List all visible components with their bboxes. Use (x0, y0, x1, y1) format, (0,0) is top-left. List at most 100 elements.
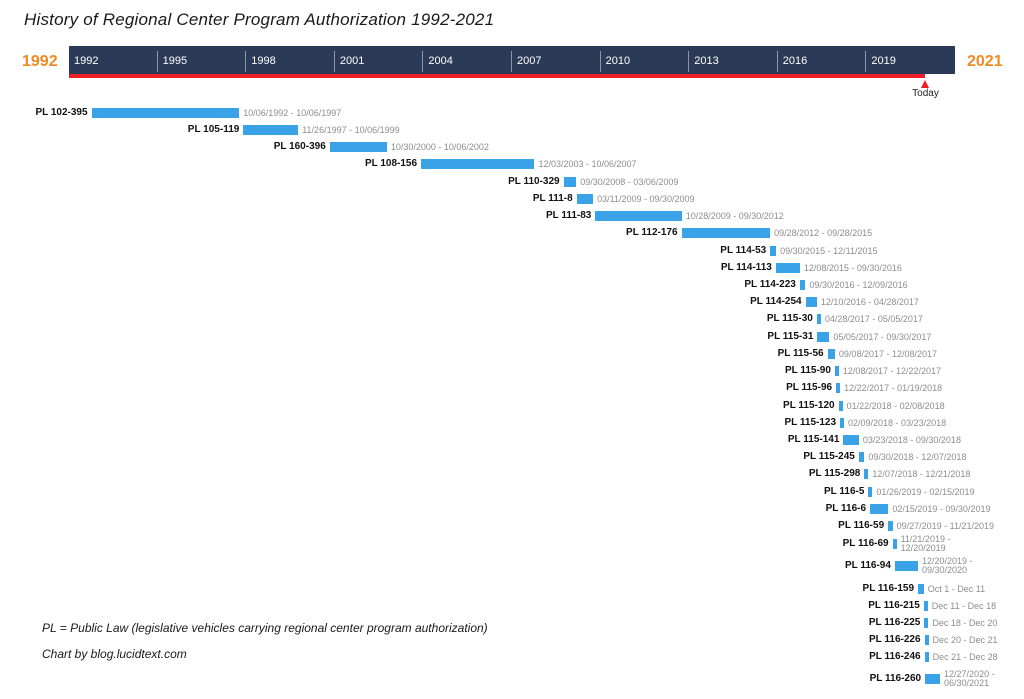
law-label: PL 102-395 (35, 107, 88, 118)
chart-title: History of Regional Center Program Autho… (24, 10, 495, 29)
date-range-label: 09/08/2017 - 12/08/2017 (838, 349, 938, 359)
law-label: PL 116-225 (868, 617, 921, 628)
date-range-label: 12/07/2018 - 12/21/2018 (872, 469, 971, 479)
authorization-bar (870, 504, 889, 514)
authorization-bar (799, 280, 806, 290)
date-range-label: 12/22/2017 - 01/19/2018 (844, 383, 943, 393)
authorization-bar (816, 314, 821, 324)
tick-divider (865, 51, 867, 72)
date-range-label: 12/27/2020 - 06/30/2021 (944, 669, 995, 688)
authorization-bar (925, 674, 941, 684)
tick-label-1995: 1995 (162, 55, 188, 67)
law-label: PL 116-5 (824, 486, 865, 497)
law-label: PL 115-90 (784, 365, 831, 376)
law-label: PL 115-56 (777, 348, 824, 359)
date-range-label: 01/22/2018 - 02/08/2018 (846, 401, 945, 411)
tick-label-2007: 2007 (517, 55, 542, 67)
authorization-bar (888, 521, 893, 531)
law-label: PL 116-246 (869, 651, 921, 662)
authorization-bar (836, 383, 841, 393)
tick-label-2013: 2013 (694, 55, 719, 67)
date-range-label: Oct 1 - Dec 11 (927, 584, 986, 594)
authorization-bar (924, 618, 929, 628)
authorization-bar (838, 401, 843, 411)
law-label: PL 115-31 (767, 331, 814, 342)
date-range-label: 12/08/2015 - 09/30/2016 (803, 263, 902, 273)
authorization-bar (421, 159, 535, 169)
date-range-label: 01/26/2019 - 02/15/2019 (876, 487, 975, 497)
axis-start-year: 1992 (22, 53, 58, 70)
date-range-label: 12/03/2003 - 10/06/2007 (538, 159, 637, 169)
date-range-label: 09/30/2015 - 12/11/2015 (780, 246, 878, 256)
date-range-label: 10/30/2000 - 10/06/2002 (390, 142, 489, 152)
date-range-label: 12/08/2017 - 12/22/2017 (842, 366, 942, 376)
date-range-label: 09/27/2019 - 11/21/2019 (896, 521, 994, 531)
tick-divider (511, 51, 512, 72)
footnote-public-law: PL = Public Law (legislative vehicles ca… (42, 621, 488, 635)
law-label: PL 110-329 (508, 176, 560, 187)
authorization-bar (817, 332, 830, 342)
authorization-bar (923, 601, 928, 611)
tick-divider (156, 51, 158, 72)
law-label: PL 108-156 (364, 158, 418, 169)
authorization-bar (894, 561, 918, 571)
law-label: PL 160-396 (273, 141, 326, 152)
date-range-label: Dec 21 - Dec 28 (932, 652, 998, 662)
authorization-bar (775, 263, 800, 273)
date-range-label: 10/06/1992 - 10/06/1997 (243, 108, 342, 118)
authorization-bar (924, 652, 929, 662)
law-label: PL 111-8 (532, 193, 573, 204)
date-range-label: 09/28/2012 - 09/28/2015 (774, 228, 873, 238)
authorization-bar (918, 584, 924, 594)
footnote-credit: Chart by blog.lucidtext.com (42, 647, 187, 661)
axis-end-year: 2021 (967, 53, 1003, 70)
authorization-bar (864, 469, 869, 479)
tick-divider (599, 51, 601, 72)
date-range-label: 12/10/2016 - 04/28/2017 (820, 297, 919, 307)
today-marker-icon (921, 80, 930, 88)
tick-label-2004: 2004 (428, 55, 453, 67)
tick-label-1998: 1998 (251, 55, 276, 67)
law-label: PL 115-245 (803, 451, 855, 462)
date-range-label: Dec 11 - Dec 18 (931, 601, 997, 611)
tick-label-2016: 2016 (782, 55, 808, 67)
authorization-bar (843, 435, 859, 445)
tick-label-2010: 2010 (605, 55, 631, 67)
date-range-label: 03/23/2018 - 09/30/2018 (862, 435, 961, 445)
law-label: PL 115-123 (784, 417, 837, 428)
authorization-bar (770, 246, 777, 256)
law-label: PL 114-254 (750, 296, 802, 307)
law-label: PL 114-53 (720, 245, 767, 256)
authorization-bar (576, 194, 594, 204)
date-range-label: 09/30/2008 - 03/06/2009 (580, 177, 679, 187)
law-label: PL 116-59 (838, 520, 885, 531)
tick-divider (776, 51, 778, 72)
authorization-bar (91, 108, 240, 118)
law-label: PL 116-159 (862, 583, 915, 594)
date-range-label: Dec 18 - Dec 20 (932, 618, 998, 628)
law-label: PL 116-6 (825, 503, 867, 514)
law-label: PL 116-215 (868, 600, 920, 611)
date-range-label: Dec 20 - Dec 21 (932, 635, 998, 645)
law-label: PL 115-120 (783, 400, 835, 411)
date-range-label: 12/20/2019 - 09/30/2020 (921, 556, 973, 575)
law-label: PL 116-226 (869, 634, 921, 645)
authorization-bar (805, 297, 817, 307)
authorization-bar (681, 228, 771, 238)
authorization-bar (924, 635, 929, 645)
tick-label-2019: 2019 (871, 55, 896, 67)
tick-divider (422, 51, 424, 72)
law-label: PL 115-141 (787, 434, 840, 445)
authorization-bar (595, 211, 682, 221)
law-label: PL 116-69 (842, 538, 889, 549)
authorization-bar (329, 142, 387, 152)
date-range-label: 05/05/2017 - 09/30/2017 (833, 332, 932, 342)
law-label: PL 115-30 (766, 313, 813, 324)
elapsed-progress-line (69, 74, 926, 78)
date-range-label: 10/28/2009 - 09/30/2012 (685, 211, 784, 221)
authorization-bar (840, 418, 845, 428)
tick-label-1992: 1992 (74, 55, 99, 67)
authorization-bar (868, 487, 873, 497)
law-label: PL 116-94 (844, 560, 891, 571)
date-range-label: 02/15/2019 - 09/30/2019 (892, 504, 991, 514)
